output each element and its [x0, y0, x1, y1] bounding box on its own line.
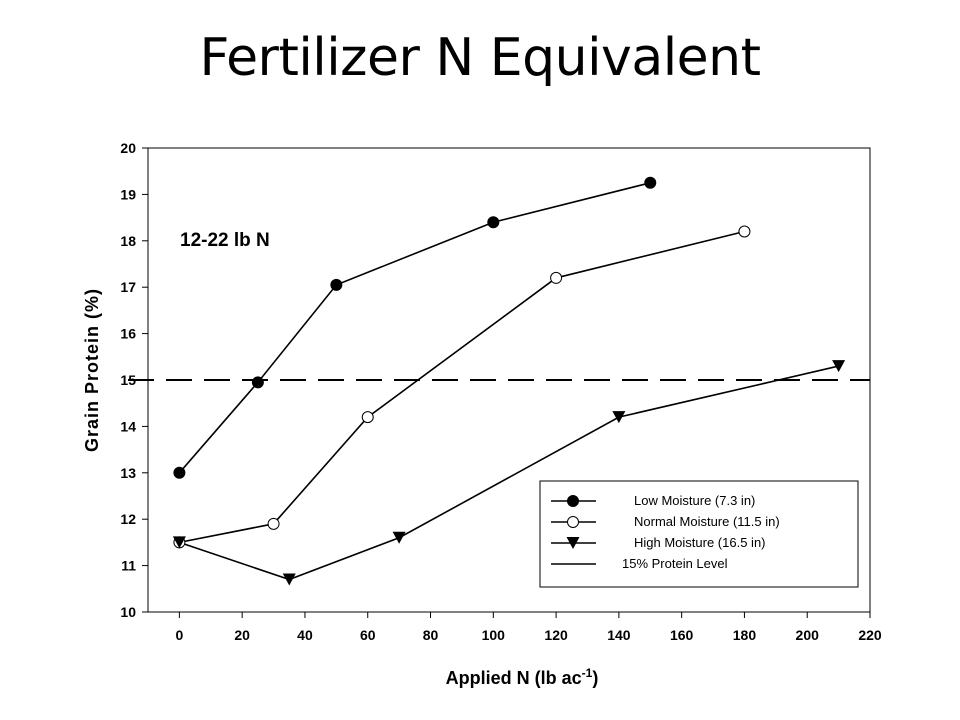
data-point-normal-moisture	[267, 517, 280, 530]
legend-item-low-moisture: Low Moisture (7.3 in)	[551, 493, 755, 508]
y-tick-label: 15	[120, 372, 136, 388]
legend-item-normal-moisture: Normal Moisture (11.5 in)	[551, 514, 780, 529]
legend-label: Low Moisture (7.3 in)	[634, 493, 755, 508]
series-line-low-moisture	[178, 182, 651, 474]
x-axis-label-suffix: )	[592, 668, 598, 688]
x-tick-label: 120	[544, 627, 568, 643]
legend-label: High Moisture (16.5 in)	[634, 535, 766, 550]
x-tick-label: 40	[297, 627, 313, 643]
legend-box	[539, 480, 859, 588]
x-tick-label: 100	[482, 627, 506, 643]
legend-item-protein-level: 15% Protein Level	[551, 556, 728, 571]
data-point-normal-moisture	[361, 411, 374, 424]
x-tick-label: 220	[858, 627, 882, 643]
legend-label: Normal Moisture (11.5 in)	[634, 514, 780, 529]
x-tick-label: 200	[796, 627, 820, 643]
y-tick-label: 14	[120, 418, 136, 434]
x-tick-label: 60	[360, 627, 376, 643]
x-axis-label-superscript: -1	[582, 666, 593, 680]
data-point-low-moisture	[644, 176, 657, 189]
y-tick-label: 18	[120, 233, 136, 249]
legend-label: 15% Protein Level	[622, 556, 728, 571]
y-tick-label: 16	[120, 326, 136, 342]
y-tick-label: 13	[120, 465, 136, 481]
data-point-normal-moisture	[738, 225, 751, 238]
data-point-normal-moisture	[550, 271, 563, 284]
annotation-label: 12-22 lb N	[180, 230, 270, 251]
x-axis-label-main: Applied N (lb ac	[446, 668, 582, 688]
data-point-low-moisture	[330, 278, 343, 291]
x-tick-label: 80	[423, 627, 439, 643]
data-point-high-moisture	[392, 531, 406, 544]
y-tick-label: 20	[120, 140, 136, 156]
x-axis-label: Applied N (lb ac-1)	[446, 666, 599, 688]
y-tick-label: 19	[120, 186, 136, 202]
y-tick-label: 17	[120, 279, 136, 295]
x-tick-label: 0	[175, 627, 183, 643]
legend: Low Moisture (7.3 in) Normal Moisture (11…	[539, 480, 859, 588]
data-point-high-moisture	[172, 536, 186, 549]
data-point-high-moisture	[832, 360, 846, 373]
data-point-normal-moisture	[567, 516, 579, 528]
y-tick-label: 11	[121, 558, 136, 574]
chart-title: Fertilizer N Equivalent	[199, 28, 761, 88]
y-axis-label: Grain Protein (%)	[82, 288, 102, 452]
data-point-high-moisture	[566, 537, 580, 549]
x-tick-label: 140	[607, 627, 631, 643]
data-point-low-moisture	[251, 376, 264, 389]
data-point-low-moisture	[487, 216, 500, 229]
y-tick-label: 10	[120, 604, 136, 620]
data-point-low-moisture	[567, 495, 579, 507]
y-tick-label: 12	[120, 511, 136, 527]
data-point-high-moisture	[282, 573, 296, 586]
series-layer	[172, 176, 846, 586]
x-tick-label: 160	[670, 627, 694, 643]
data-point-high-moisture	[612, 411, 626, 424]
x-tick-label: 180	[733, 627, 757, 643]
data-point-low-moisture	[173, 466, 186, 479]
x-tick-label: 20	[234, 627, 250, 643]
legend-item-high-moisture: High Moisture (16.5 in)	[551, 535, 766, 550]
